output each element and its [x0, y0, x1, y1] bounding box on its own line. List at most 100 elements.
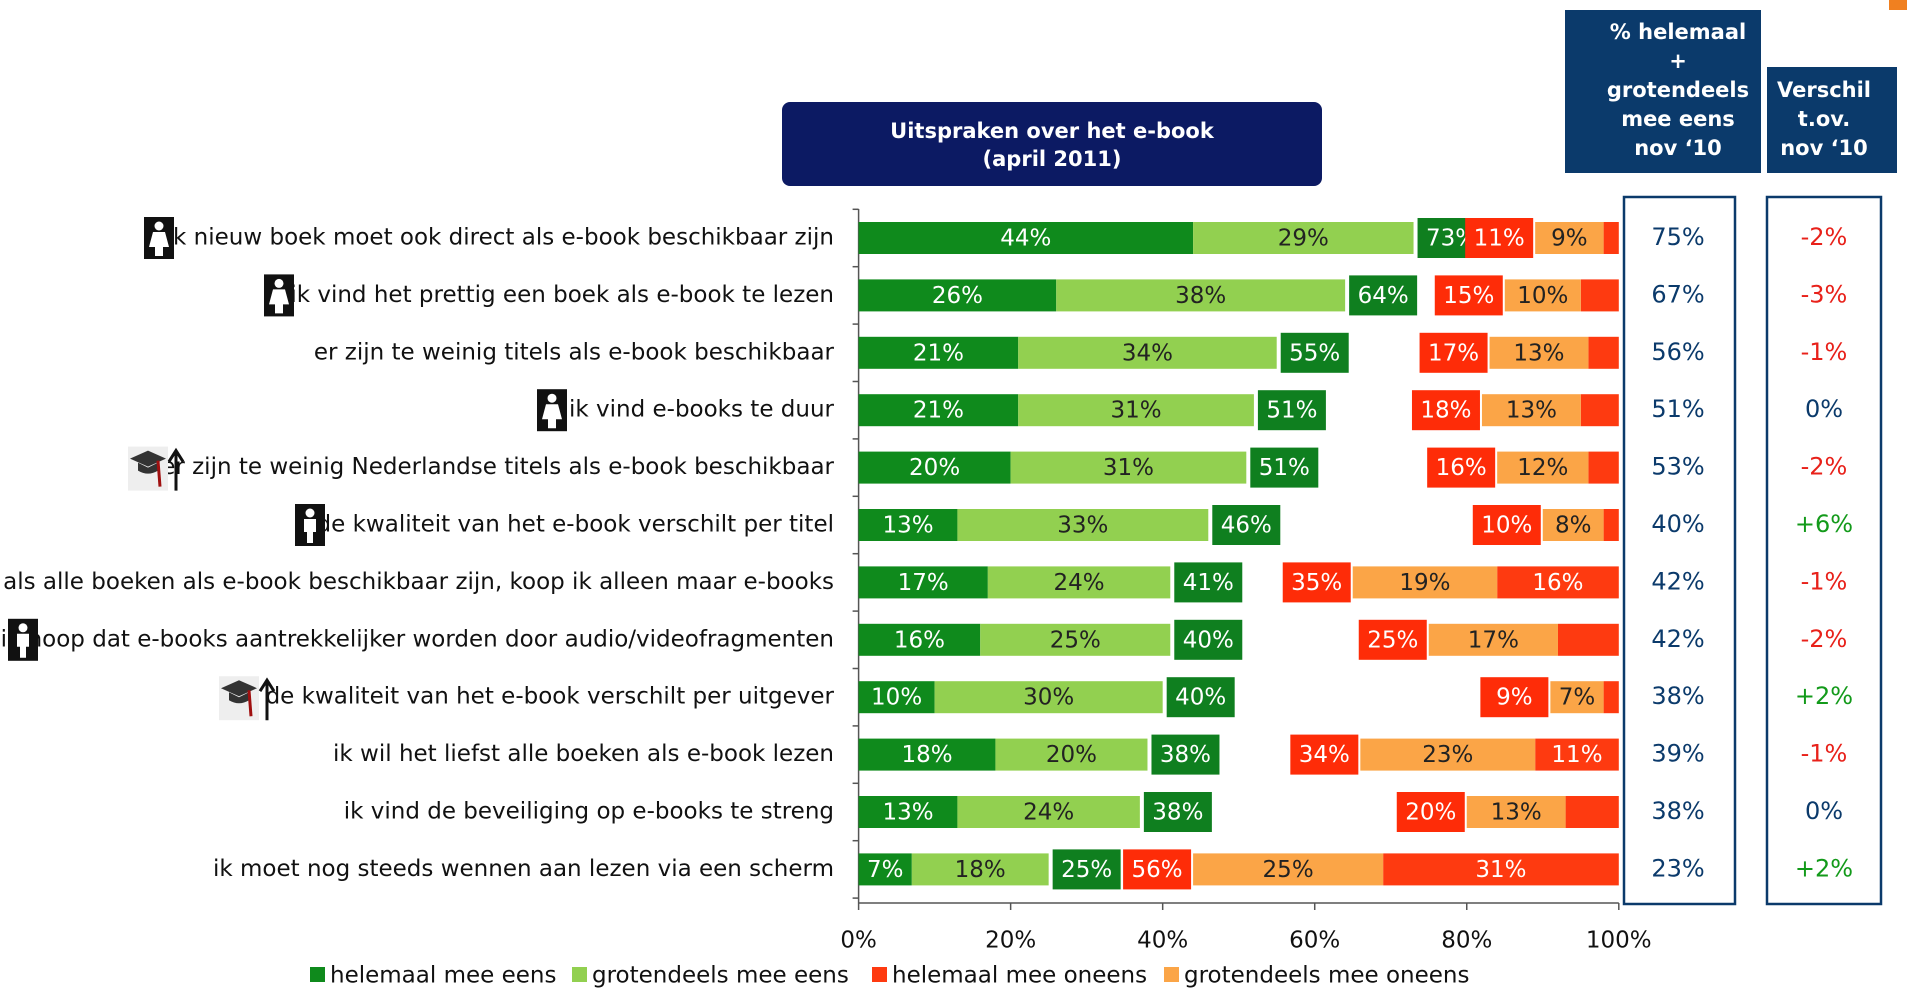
icon-body: [17, 633, 29, 658]
data-label: 15%: [1443, 283, 1494, 309]
bar-segment: [1588, 451, 1619, 484]
agree-total-box: [1349, 275, 1418, 316]
data-label: 13%: [1506, 398, 1557, 424]
column-value: +2%: [1795, 854, 1853, 882]
legend-swatch: [310, 967, 325, 982]
bar-segment: [858, 451, 1011, 484]
agree-total-box: [1166, 677, 1235, 718]
legend-swatch: [572, 967, 587, 982]
legend-label: grotendeels mee eens: [592, 963, 849, 989]
bar-segment: [1056, 279, 1346, 312]
column-value: 38%: [1651, 682, 1704, 710]
legend-label: grotendeels mee oneens: [1184, 963, 1469, 989]
column-value: 40%: [1651, 510, 1704, 538]
column-value: 53%: [1651, 453, 1704, 481]
data-label: 30%: [1023, 685, 1074, 711]
bar-segment: [1466, 796, 1566, 828]
data-label: 34%: [1299, 742, 1350, 768]
bar-segment: [1383, 853, 1619, 886]
bar-segment: [1588, 336, 1619, 369]
row-label: er zijn te weinig Nederlandse titels als…: [161, 454, 834, 480]
row-label: ik wil het liefst alle boeken als e-book…: [333, 741, 834, 767]
data-label: 38%: [1152, 800, 1203, 826]
legend-label: helemaal mee eens: [330, 963, 556, 989]
bar-segment: [1550, 681, 1604, 714]
bar-segment: [1489, 336, 1589, 369]
data-label: 13%: [1491, 800, 1542, 826]
column-value: -2%: [1801, 223, 1848, 251]
data-label: 10%: [1481, 513, 1532, 539]
data-label: 41%: [1183, 570, 1234, 596]
bar-segment: [1603, 681, 1619, 714]
disagree-total-box: [1434, 275, 1503, 316]
column-header: t.ov.: [1798, 107, 1850, 131]
row-label: ik hoop dat e-books aantrekkelijker word…: [1, 626, 834, 652]
row-label: ik vind e-books te duur: [569, 397, 835, 423]
data-label: 18%: [1420, 398, 1471, 424]
data-label: 44%: [1000, 226, 1051, 252]
bar-segment: [1580, 279, 1619, 312]
data-label: 40%: [1183, 627, 1234, 653]
column-value: 42%: [1651, 625, 1704, 653]
bar-segment: [1497, 451, 1589, 484]
icon: [264, 274, 294, 317]
column-value: 38%: [1651, 797, 1704, 825]
data-label: 20%: [1046, 742, 1097, 768]
bar-segment: [1352, 566, 1498, 599]
icon-body: [304, 519, 316, 543]
row-label: ik vind de beveiliging op e-books te str…: [344, 799, 834, 825]
column-value: 39%: [1651, 740, 1704, 768]
data-label: 7%: [867, 857, 904, 883]
icon-head: [18, 623, 28, 633]
x-tick-label: 60%: [1289, 928, 1340, 954]
data-label: 16%: [1436, 455, 1487, 481]
bar-segment: [911, 853, 1049, 886]
column-value: 0%: [1805, 797, 1843, 825]
icon: [295, 504, 325, 546]
legend-swatch: [1164, 967, 1179, 982]
data-label: 8%: [1555, 513, 1592, 539]
bar-segment: [858, 279, 1057, 312]
x-tick-label: 40%: [1137, 928, 1188, 954]
data-label: 51%: [1266, 398, 1317, 424]
data-label: 12%: [1517, 455, 1568, 481]
legend-label: helemaal mee oneens: [892, 963, 1147, 989]
data-label: 7%: [1559, 685, 1596, 711]
icon-tassel: [156, 460, 162, 487]
data-label: 38%: [1175, 283, 1226, 309]
data-label: 34%: [1122, 340, 1173, 366]
bar-segment: [1018, 394, 1254, 427]
x-tick-label: 100%: [1586, 928, 1652, 954]
agree-total-box: [1151, 734, 1220, 775]
icon-head: [154, 221, 164, 231]
bar-segment: [1535, 222, 1604, 254]
bar-segment: [858, 796, 958, 828]
row-label: er zijn te weinig titels als e-book besc…: [314, 339, 835, 365]
data-label: 25%: [1367, 627, 1418, 653]
column-header: +: [1669, 49, 1687, 73]
corner-mark: [1889, 0, 1907, 10]
bar-segment: [858, 681, 935, 714]
data-label: 19%: [1399, 570, 1450, 596]
x-tick-label: 80%: [1441, 928, 1492, 954]
column-header-box: [1565, 10, 1761, 173]
bar-segment: [987, 566, 1171, 599]
bar-segment: [1193, 853, 1384, 886]
disagree-total-box: [1411, 390, 1480, 431]
row-label: de kwaliteit van het e-book verschilt pe…: [266, 684, 835, 710]
icon-body: [149, 232, 169, 256]
row-label: ik moet nog steeds wennen aan lezen via …: [213, 856, 834, 882]
data-label: 25%: [1050, 627, 1101, 653]
disagree-total-box: [1419, 332, 1488, 373]
column-header: nov ‘10: [1780, 136, 1868, 160]
icon-body: [269, 289, 289, 314]
disagree-total-box: [1480, 677, 1549, 718]
disagree-total-box: [1290, 734, 1359, 775]
icon-arrow: [167, 447, 185, 491]
column-value: -1%: [1801, 338, 1848, 366]
column-frame: [1622, 195, 1737, 906]
column-value: +6%: [1795, 510, 1853, 538]
column-value: 42%: [1651, 567, 1704, 595]
bar-segment: [957, 509, 1209, 541]
